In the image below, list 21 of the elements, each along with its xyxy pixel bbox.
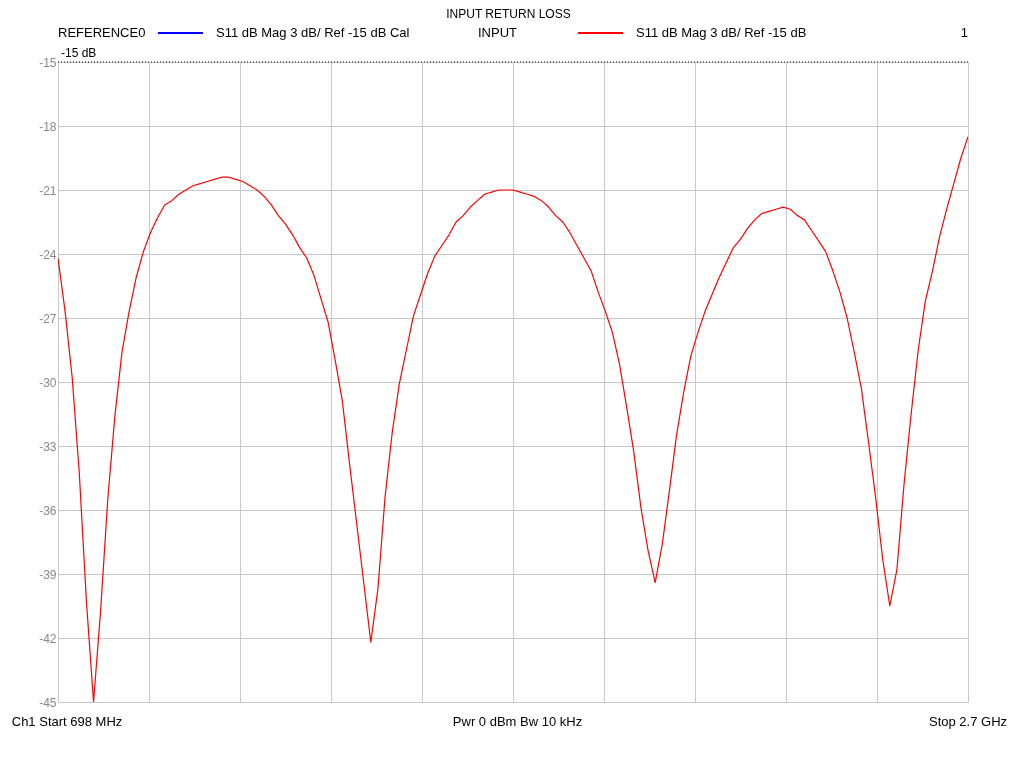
text: INPUT bbox=[478, 25, 518, 40]
y-tick-label: -15 bbox=[39, 55, 57, 70]
text: Stop 2.7 GHz bbox=[928, 714, 1008, 729]
legend-label: S11 dB Mag 3 dB/ Ref -15 dB Cal bbox=[216, 25, 410, 40]
y-tick-label: -21 bbox=[39, 183, 57, 198]
y-tick-label: -27 bbox=[39, 311, 57, 326]
y-tick-label: -45 bbox=[39, 695, 57, 710]
ref-line-label: -15 dB bbox=[61, 46, 97, 60]
y-tick-label: -18 bbox=[39, 119, 57, 134]
y-tick-label: -30 bbox=[39, 375, 57, 390]
y-tick-label: -42 bbox=[39, 631, 57, 646]
text: Ch1 Start 698 MHz bbox=[11, 714, 123, 729]
y-tick-label: -24 bbox=[39, 247, 57, 262]
y-tick-label: -36 bbox=[39, 503, 57, 518]
y-tick-label: -39 bbox=[39, 567, 57, 582]
legend-label: S11 dB Mag 3 dB/ Ref -15 dB bbox=[636, 25, 807, 40]
text: Pwr 0 dBm Bw 10 kHz bbox=[452, 714, 583, 729]
text: REFERENCE0 bbox=[58, 25, 146, 40]
text: 1 bbox=[960, 25, 968, 40]
y-tick-label: -33 bbox=[39, 439, 57, 454]
chart-title: INPUT RETURN LOSS bbox=[446, 7, 571, 21]
